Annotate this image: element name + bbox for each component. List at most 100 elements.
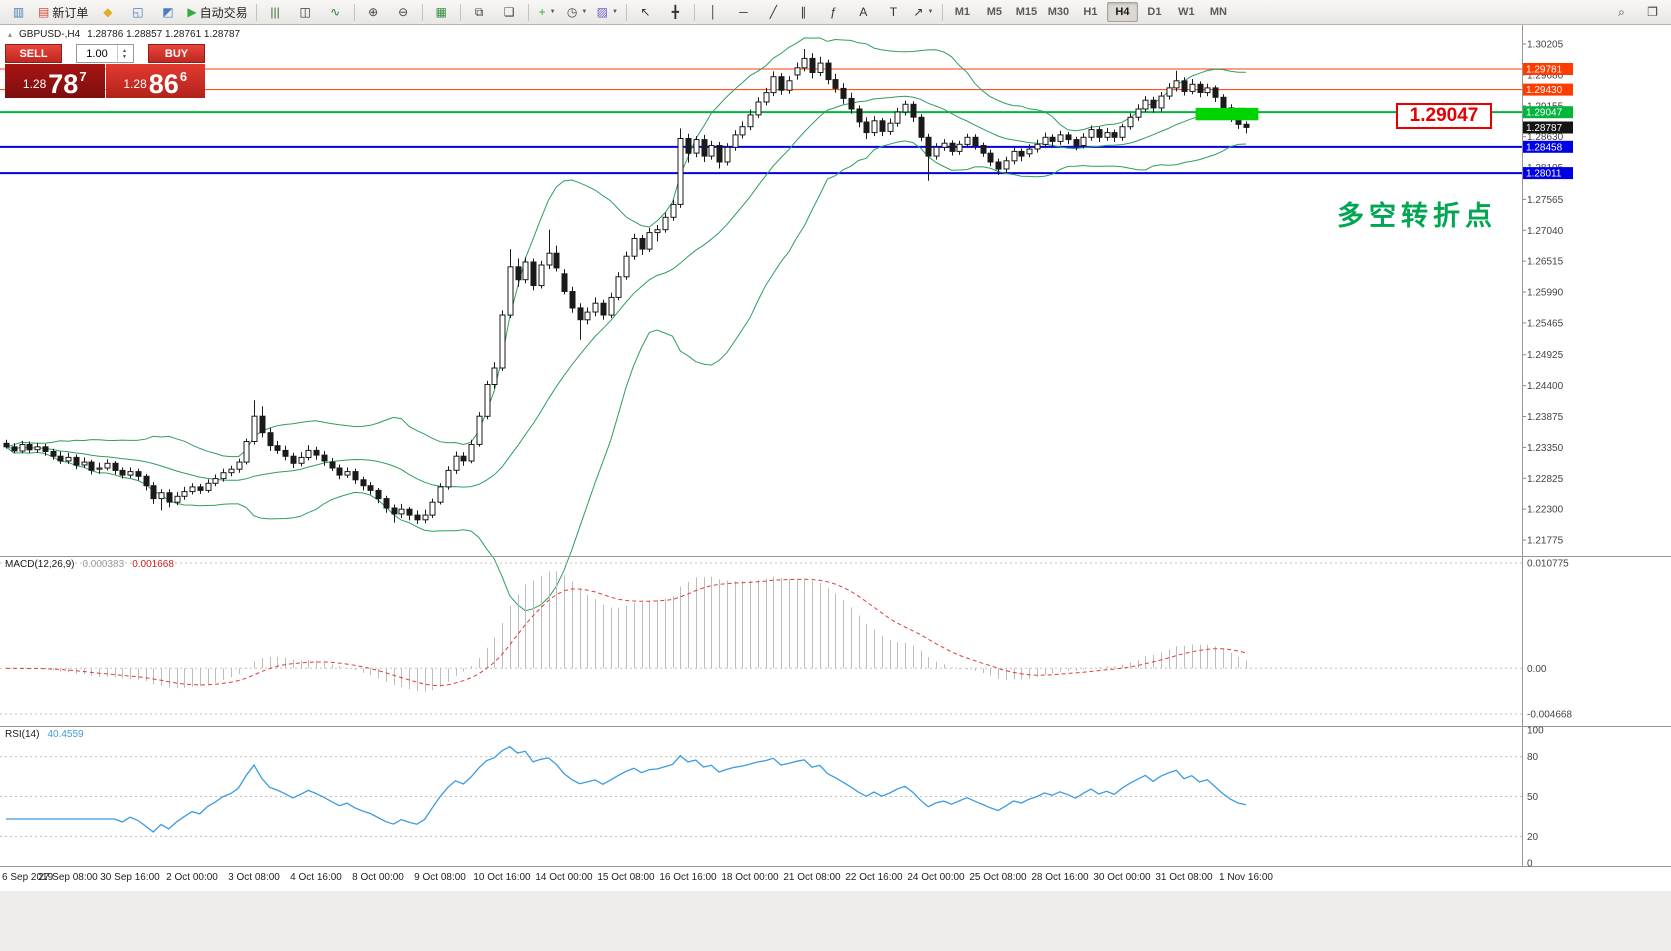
macd-main-value: 0.000383 <box>82 559 125 570</box>
volume-field[interactable]: ▲ ▼ <box>76 44 134 63</box>
buy-button[interactable]: BUY <box>148 44 205 63</box>
channel-icon[interactable]: ∥ <box>800 5 807 19</box>
timeframe-m15[interactable]: M15 <box>1015 6 1038 18</box>
time-axis-label: 30 Oct 00:00 <box>1093 872 1151 883</box>
time-axis-label: 31 Oct 08:00 <box>1155 872 1213 883</box>
bars-chart-icon[interactable]: ||| <box>270 5 280 19</box>
toolbar: ▥ ▤ 新订单 ◆ ◱ ◩ ▶ 自动交易 ||| ◫ ∿ ⊕ ⊖ ▦ ⧉ ❏ + ▼ ◷ ▼ ▨ ▼ ↖ ╋ │ ─ ╱ ∥ ƒ A T ↗ ▼… <box>0 0 1671 25</box>
timeframe-m30[interactable]: M30 <box>1047 6 1070 18</box>
candlestick-chart-icon[interactable]: ◫ <box>299 5 311 19</box>
sell-price-display[interactable]: 1.28 78 7 <box>5 64 105 98</box>
zoom-out-icon[interactable]: ⊖ <box>398 5 409 19</box>
cascade-windows-icon[interactable]: ❏ <box>503 5 515 19</box>
macd-indicator-label: MACD(12,26,9) 0.000383 0.001668 <box>5 559 174 570</box>
sell-button[interactable]: SELL <box>5 44 62 63</box>
timeframe-h1[interactable]: H1 <box>1083 6 1098 18</box>
timeframe-w1[interactable]: W1 <box>1178 6 1195 18</box>
time-axis-label: 10 Oct 16:00 <box>473 872 531 883</box>
macd-axis-label: 0.010775 <box>1527 559 1569 570</box>
arrows-tool-icon[interactable]: ↗ ▼ <box>913 5 934 19</box>
rsi-axis-label: 100 <box>1527 726 1544 737</box>
price-axis-label: 1.23350 <box>1527 443 1564 454</box>
chinese-annotation-text: 多空转折点 <box>1337 201 1497 231</box>
price-axis-label: 1.29680 <box>1527 70 1564 81</box>
crosshair-icon[interactable]: ╋ <box>671 5 680 19</box>
timeframe-h4[interactable]: H4 <box>1106 2 1138 22</box>
autotrading-button[interactable]: ▶ 自动交易 <box>187 5 248 20</box>
line-chart-icon[interactable]: ∿ <box>330 5 341 19</box>
symbol-period-label: GBPUSD-,H4 <box>19 29 81 40</box>
buy-price-display[interactable]: 1.28 86 6 <box>105 64 205 98</box>
periods-button[interactable]: ◷ ▼ <box>566 5 588 19</box>
time-axis-label: 3 Oct 08:00 <box>228 872 280 883</box>
price-marker-label: 1.28011 <box>1526 169 1562 180</box>
timeframe-m1[interactable]: M1 <box>954 6 971 18</box>
market-watch-icon[interactable]: ◱ <box>132 5 144 19</box>
one-click-collapse-icon[interactable]: ▴ <box>8 30 13 39</box>
time-axis-label: 27 Sep 08:00 <box>38 872 98 883</box>
price-callout-box: 1.29047 <box>1396 103 1492 129</box>
timeframe-d1[interactable]: D1 <box>1147 6 1162 18</box>
time-axis-label: 6 Sep 2019 <box>2 872 54 883</box>
grid-icon[interactable]: ▦ <box>435 5 447 19</box>
templates-button[interactable]: ▨ ▼ <box>596 5 618 19</box>
price-marker-label: 1.29047 <box>1526 108 1563 119</box>
price-axis-label: 1.22825 <box>1527 474 1564 485</box>
buy-price-prefix: 1.28 <box>123 77 147 91</box>
chart-window-icon[interactable]: ▥ <box>12 5 25 19</box>
zoom-in-icon[interactable]: ⊕ <box>368 5 379 19</box>
price-marker-label: 1.28458 <box>1526 142 1563 153</box>
navigator-icon[interactable]: ◩ <box>162 5 174 19</box>
timeframe-m5[interactable]: M5 <box>986 6 1003 18</box>
text-tool-icon[interactable]: A <box>859 5 868 19</box>
price-marker-label: 1.29781 <box>1526 65 1563 76</box>
fibonacci-icon[interactable]: ƒ <box>830 5 837 19</box>
price-axis-label: 1.27040 <box>1527 226 1564 237</box>
bollinger-middle-band <box>5 95 1247 488</box>
quick-search-icon[interactable]: ❐ <box>1647 5 1658 19</box>
label-tool-icon[interactable]: T <box>889 5 898 19</box>
indicators-add-button[interactable]: + ▼ <box>538 5 556 19</box>
macd-name: MACD(12,26,9) <box>5 559 75 570</box>
bollinger-upper-band <box>5 37 1247 458</box>
macd-signal-value: 0.001668 <box>132 559 174 570</box>
price-axis-label: 1.22300 <box>1527 505 1564 516</box>
sell-price-sup: 7 <box>79 69 87 84</box>
sell-price-big: 78 <box>48 69 79 100</box>
time-axis-label: 28 Oct 16:00 <box>1031 872 1089 883</box>
metaeditor-icon[interactable]: ◆ <box>103 5 113 19</box>
price-axis-label: 1.24400 <box>1527 381 1564 392</box>
time-axis-label: 14 Oct 00:00 <box>535 872 593 883</box>
rsi-axis-label: 50 <box>1527 792 1539 803</box>
time-axis-label: 25 Oct 08:00 <box>969 872 1027 883</box>
new-order-button[interactable]: ▤ 新订单 <box>38 5 89 20</box>
highlight-zone[interactable] <box>1195 107 1259 121</box>
cursor-icon[interactable]: ↖ <box>640 5 651 19</box>
price-axis-label: 1.24925 <box>1527 350 1564 361</box>
ohlc-readout: 1.28786 1.28857 1.28761 1.28787 <box>87 29 241 40</box>
chart-title: ▴ GBPUSD-,H4 1.28786 1.28857 1.28761 1.2… <box>8 29 240 40</box>
volume-up-icon[interactable]: ▲ <box>122 47 127 54</box>
search-icon[interactable]: ⌕ <box>1618 5 1625 19</box>
volume-down-icon[interactable]: ▼ <box>122 53 127 60</box>
trendline-icon[interactable]: ╱ <box>769 5 778 19</box>
horizontal-line-icon[interactable]: ─ <box>739 5 748 19</box>
price-marker-label: 1.28787 <box>1526 123 1563 134</box>
timeframe-mn[interactable]: MN <box>1209 6 1227 18</box>
volume-stepper[interactable]: ▲ ▼ <box>117 45 131 62</box>
time-axis-label: 18 Oct 00:00 <box>721 872 779 883</box>
time-axis-label: 22 Oct 16:00 <box>845 872 903 883</box>
macd-signal-line <box>5 578 1247 687</box>
rsi-indicator-label: RSI(14) 40.4559 <box>5 729 84 740</box>
time-axis-label: 16 Oct 16:00 <box>659 872 717 883</box>
rsi-axis-label: 20 <box>1527 832 1539 843</box>
time-axis-label: 24 Oct 00:00 <box>907 872 965 883</box>
price-axis-label: 1.23875 <box>1527 412 1564 423</box>
volume-input[interactable] <box>77 45 117 62</box>
tile-windows-icon[interactable]: ⧉ <box>474 5 484 19</box>
vertical-line-icon[interactable]: │ <box>709 5 718 19</box>
bollinger-lower-band <box>5 140 1247 612</box>
